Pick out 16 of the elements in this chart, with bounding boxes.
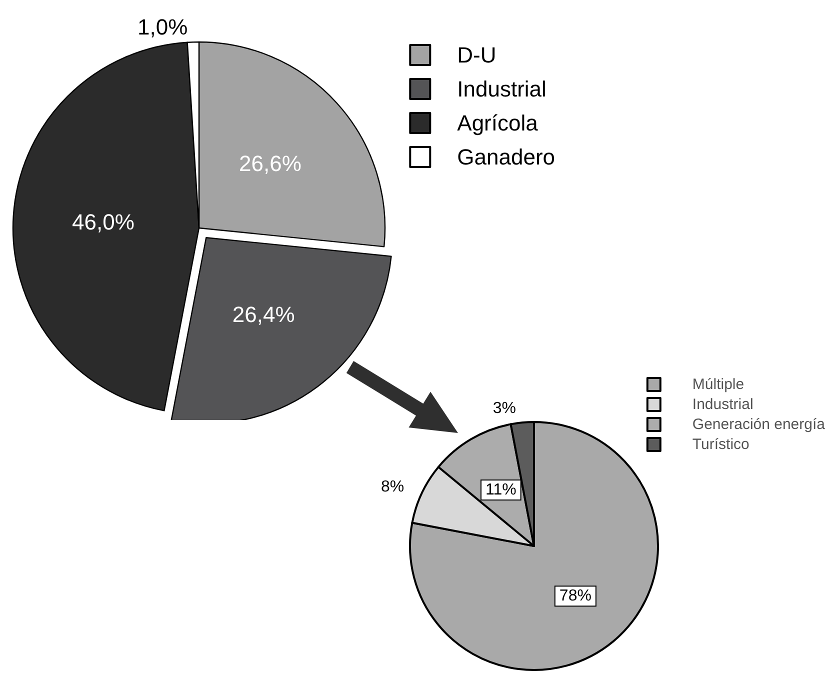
data-label: 1,0% [138, 14, 188, 40]
data-label: 8% [381, 478, 404, 496]
data-label: 26,4% [232, 302, 295, 328]
data-label: 11% [485, 482, 516, 499]
legend-label: Agrícola [457, 110, 539, 136]
data-label: 3% [492, 400, 516, 418]
data-label: 26,6% [239, 151, 302, 176]
legend-label: Múltiple [692, 376, 744, 393]
legend-label: Ganadero [457, 144, 556, 170]
legend-label: Generación energía [692, 416, 826, 433]
data-label: 78% [559, 588, 592, 605]
data-label: 46,0% [72, 209, 134, 234]
legend-label: Turístico [692, 436, 750, 453]
legend-label: Industrial [457, 76, 546, 102]
legend-label: D-U [457, 42, 496, 68]
legend-label: Industrial [692, 396, 754, 413]
